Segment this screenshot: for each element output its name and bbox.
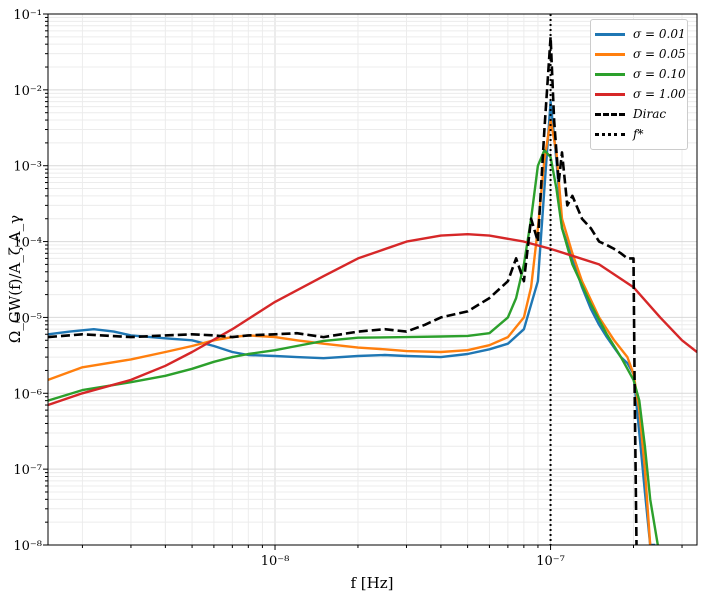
x-tick-label: 10⁻⁷ [536,554,565,569]
legend-swatch [595,92,625,96]
series-line-sigma-1 [48,118,652,545]
legend-label: Dirac [633,107,667,121]
series-lines [48,35,697,545]
grid [48,14,697,545]
legend-item-sigma-1-00: σ = 1.00 [595,84,686,104]
y-tick-label: 10⁻⁴ [13,236,42,251]
legend-label: σ = 1.00 [633,87,686,101]
x-axis-label: f [Hz] [350,574,393,592]
legend-swatch [595,72,625,76]
y-tick-label: 10⁻⁵ [13,311,42,326]
legend-swatch [595,52,625,56]
legend-label: σ = 0.05 [633,47,686,61]
plot-frame [47,13,698,546]
legend-item-sigma-0-05: σ = 0.05 [595,44,686,64]
legend-swatch [595,112,625,116]
y-tick-label: 10⁻⁸ [13,539,42,554]
legend-label: σ = 0.01 [633,27,686,41]
legend-label: σ = 0.10 [633,67,686,81]
y-tick-label: 10⁻⁶ [13,387,42,402]
x-tick-label: 10⁻⁸ [261,554,290,569]
series-line-dirac [48,35,638,545]
series-line-sigma-3 [48,232,697,407]
y-tick-label: 10⁻² [13,84,42,99]
y-tick-label: 10⁻¹ [13,8,42,23]
legend-label: f* [633,127,644,141]
legend: σ = 0.01 σ = 0.05 σ = 0.10 σ = 1.00 Dira… [590,19,688,150]
legend-item-sigma-0-01: σ = 0.01 [595,24,686,44]
legend-item-sigma-0-10: σ = 0.10 [595,64,686,84]
axis-ticks: 10⁻⁸ 10⁻⁷ 10⁻⁸ 10⁻⁷ 10⁻⁶ 10⁻⁵ 10⁻⁴ 10⁻³ 10⁻² 10⁻¹ [13,8,683,569]
y-axis-label: Ω_GW(f)/A_ζ A_γ [6,215,24,343]
y-tick-label: 10⁻⁷ [13,463,42,478]
y-tick-label: 10⁻³ [13,160,42,175]
legend-item-f-star: f* [595,124,643,144]
series-line-sigma-2 [48,148,659,545]
legend-swatch [595,132,625,136]
legend-item-dirac: Dirac [595,104,666,124]
legend-swatch [595,32,625,36]
